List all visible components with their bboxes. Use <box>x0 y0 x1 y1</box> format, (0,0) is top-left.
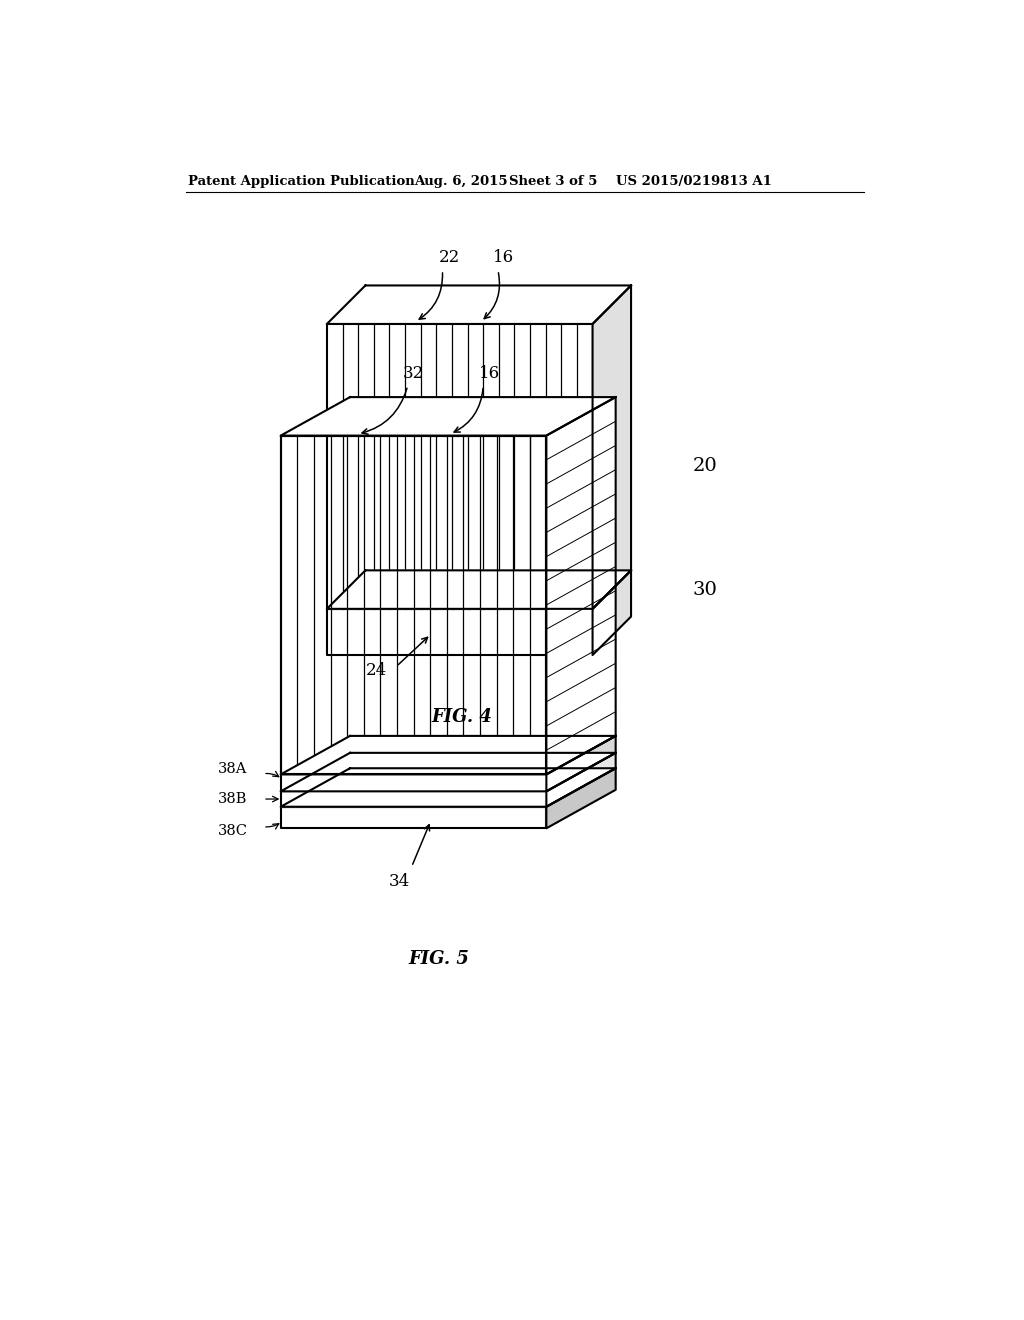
Polygon shape <box>327 609 593 655</box>
Polygon shape <box>593 570 631 655</box>
Polygon shape <box>593 285 631 609</box>
Polygon shape <box>327 570 631 609</box>
Text: 30: 30 <box>692 581 718 598</box>
Text: 38A: 38A <box>218 762 248 776</box>
Polygon shape <box>547 397 615 775</box>
Polygon shape <box>327 323 593 609</box>
Polygon shape <box>547 768 615 829</box>
Text: US 2015/0219813 A1: US 2015/0219813 A1 <box>615 176 771 187</box>
Polygon shape <box>281 807 547 829</box>
Text: FIG. 4: FIG. 4 <box>431 708 493 726</box>
Polygon shape <box>281 397 615 436</box>
Text: Aug. 6, 2015: Aug. 6, 2015 <box>414 176 508 187</box>
Polygon shape <box>327 285 631 323</box>
Polygon shape <box>281 436 547 775</box>
Text: Sheet 3 of 5: Sheet 3 of 5 <box>509 176 598 187</box>
Text: 20: 20 <box>692 458 718 475</box>
Text: 38C: 38C <box>218 825 248 838</box>
Text: 38B: 38B <box>218 792 248 807</box>
Text: 24: 24 <box>366 661 387 678</box>
Text: 32: 32 <box>402 364 424 381</box>
Text: 16: 16 <box>479 364 501 381</box>
Polygon shape <box>281 737 615 775</box>
Polygon shape <box>281 752 615 792</box>
Polygon shape <box>281 792 547 807</box>
Polygon shape <box>281 768 615 807</box>
Text: Patent Application Publication: Patent Application Publication <box>188 176 415 187</box>
Polygon shape <box>547 737 615 792</box>
Text: 22: 22 <box>438 249 460 267</box>
Text: FIG. 5: FIG. 5 <box>409 950 469 968</box>
Text: 34: 34 <box>388 873 410 890</box>
Polygon shape <box>547 752 615 807</box>
Text: 16: 16 <box>494 249 514 267</box>
Polygon shape <box>281 775 547 792</box>
